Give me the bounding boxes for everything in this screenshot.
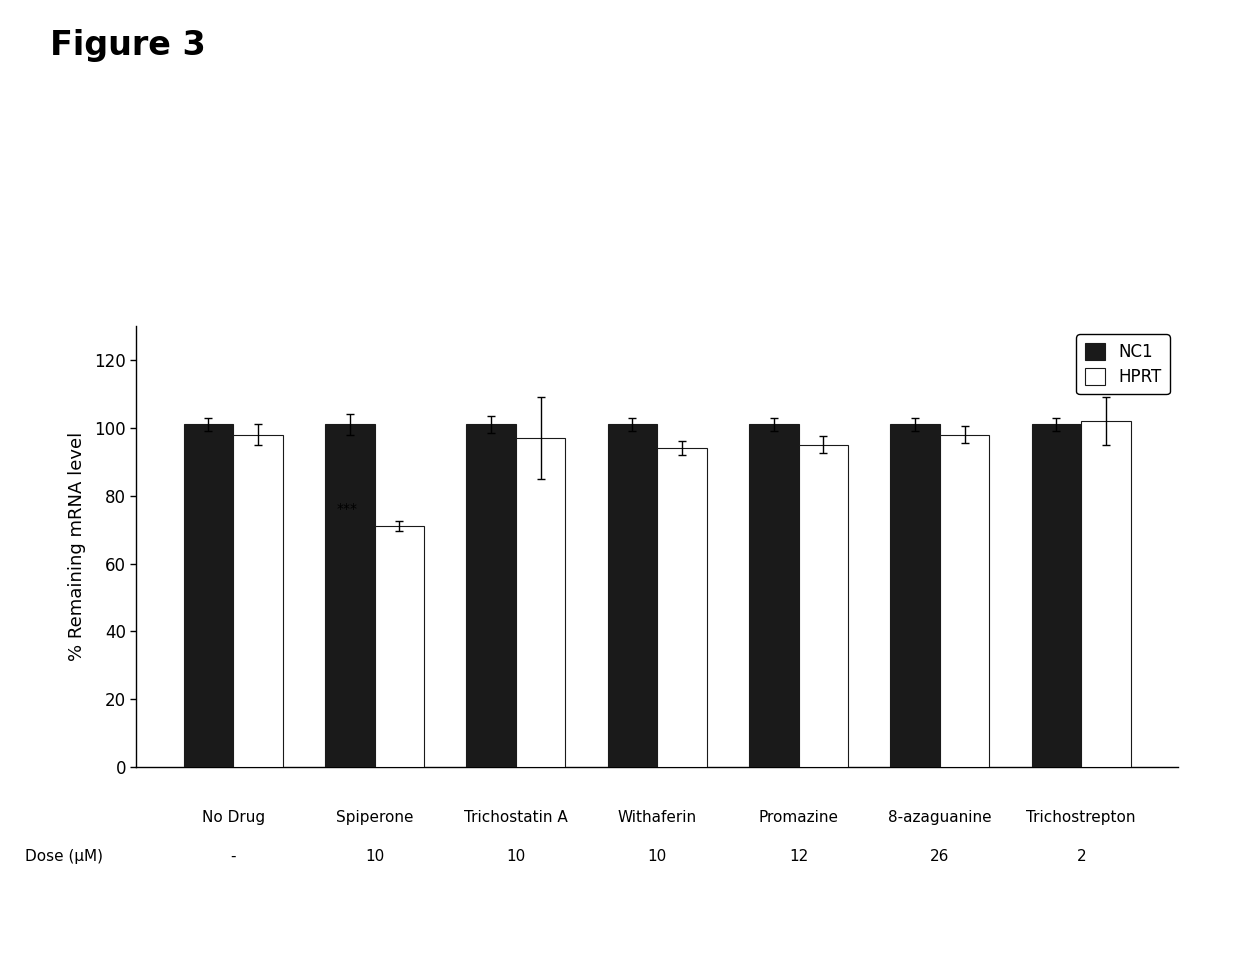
Bar	[374, 526, 424, 767]
Text: Figure 3: Figure 3	[50, 29, 206, 61]
Bar	[1032, 425, 1081, 767]
Legend: NC1, HPRT: NC1, HPRT	[1076, 335, 1169, 394]
Text: Trichostatin A: Trichostatin A	[464, 810, 568, 826]
Text: No Drug: No Drug	[202, 810, 265, 826]
Text: 10: 10	[506, 849, 526, 864]
Bar	[940, 434, 990, 767]
Bar	[184, 425, 233, 767]
Bar	[325, 425, 374, 767]
Bar	[657, 448, 707, 767]
Text: Withaferin: Withaferin	[618, 810, 697, 826]
Bar	[608, 425, 657, 767]
Text: Spiperone: Spiperone	[336, 810, 413, 826]
Text: 8-azaguanine: 8-azaguanine	[888, 810, 992, 826]
Bar	[799, 445, 848, 767]
Bar	[1081, 421, 1131, 767]
Y-axis label: % Remaining mRNA level: % Remaining mRNA level	[68, 432, 86, 662]
Text: 26: 26	[930, 849, 950, 864]
Text: 12: 12	[789, 849, 808, 864]
Text: Trichostrepton: Trichostrepton	[1027, 810, 1136, 826]
Text: Dose (μM): Dose (μM)	[25, 849, 103, 864]
Bar	[516, 438, 565, 767]
Bar	[233, 434, 283, 767]
Text: Promazine: Promazine	[759, 810, 838, 826]
Text: 10: 10	[647, 849, 667, 864]
Bar	[466, 425, 516, 767]
Text: ***: ***	[336, 503, 357, 516]
Bar	[749, 425, 799, 767]
Text: -: -	[231, 849, 236, 864]
Text: 2: 2	[1076, 849, 1086, 864]
Text: 10: 10	[365, 849, 384, 864]
Bar	[890, 425, 940, 767]
